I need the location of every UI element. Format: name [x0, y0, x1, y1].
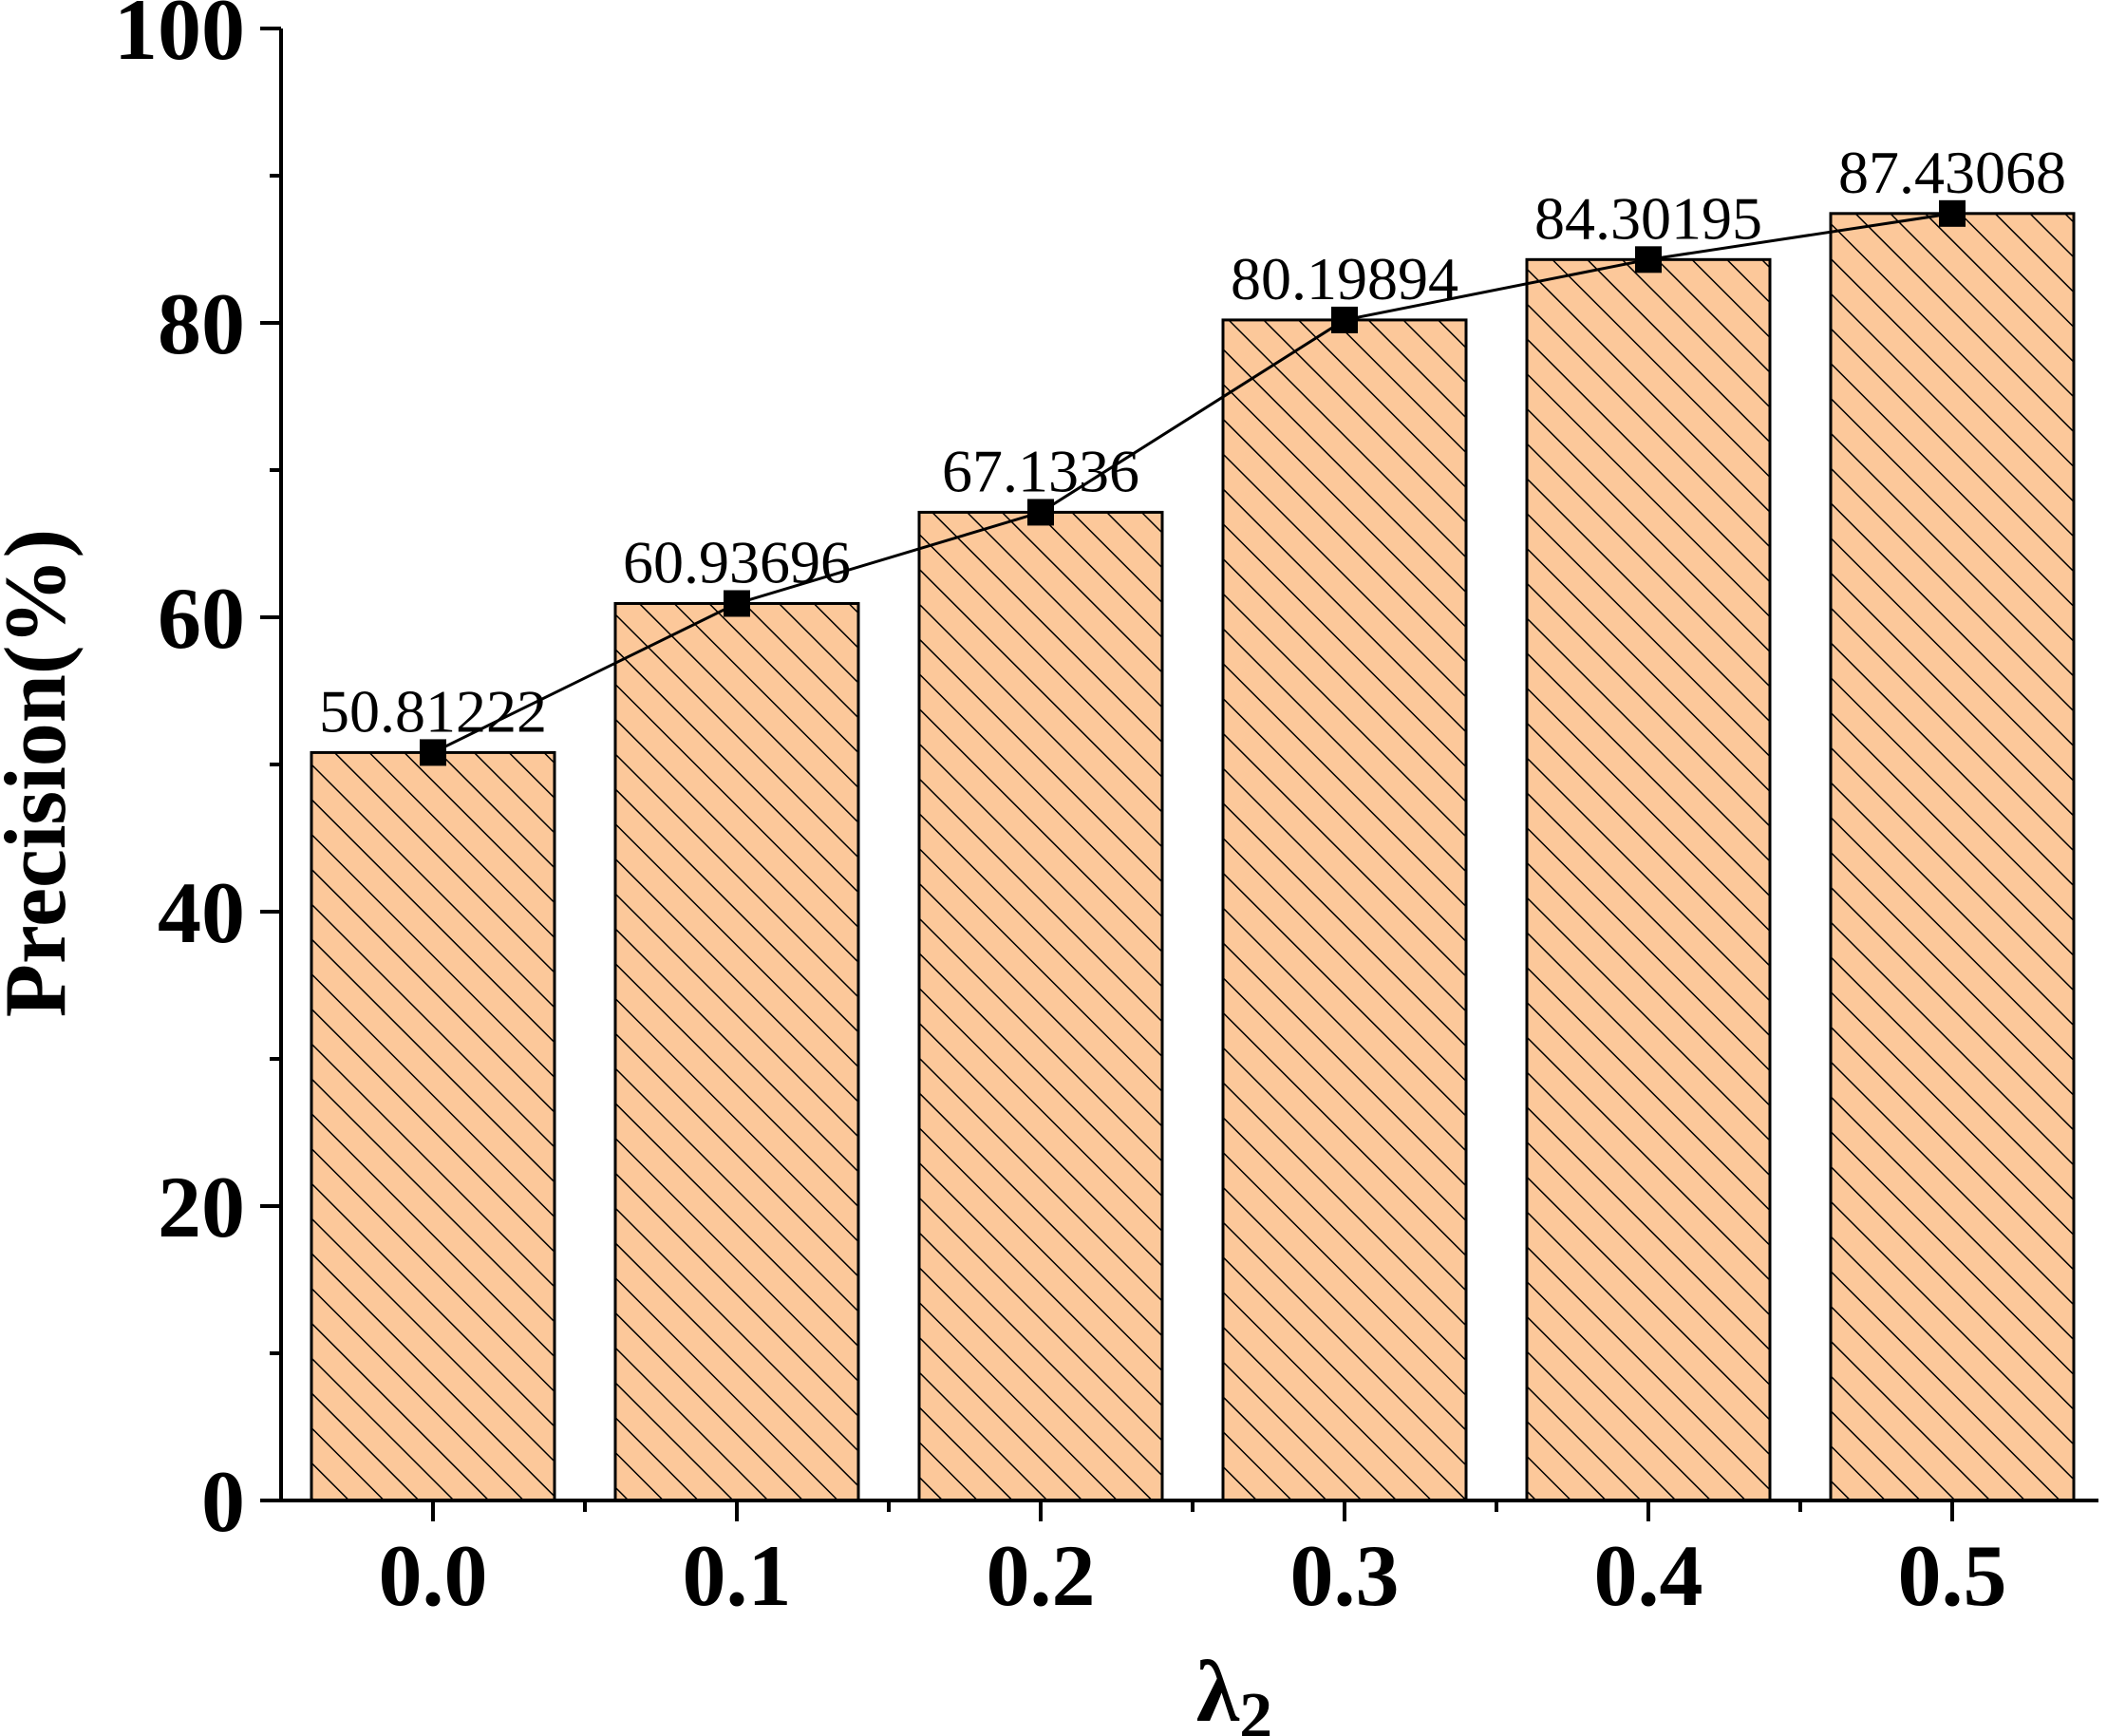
marker-0.3 — [1331, 306, 1358, 333]
bar-hatch — [310, 750, 556, 1502]
bar-0.0 — [310, 750, 556, 1502]
data-label-0.0: 50.81222 — [319, 677, 547, 745]
bar-hatch — [1525, 257, 1772, 1502]
y-tick-label-20: 20 — [158, 1159, 245, 1255]
x-axis-title: λ2 — [1196, 1643, 1272, 1736]
y-axis-title: Precision(%) — [0, 529, 84, 1017]
x-tick-label-0.1: 0.1 — [683, 1527, 792, 1624]
marker-0.2 — [1027, 499, 1054, 526]
marker-0.5 — [1939, 199, 1966, 227]
bar-hatch — [613, 601, 860, 1502]
y-tick-label-60: 60 — [158, 570, 245, 667]
x-tick-label-0.3: 0.3 — [1290, 1527, 1400, 1624]
data-label-0.1: 60.93696 — [623, 528, 851, 595]
x-axis-title-subscript: 2 — [1239, 1680, 1272, 1736]
y-tick-label-40: 40 — [158, 864, 245, 961]
marker-0.1 — [724, 590, 750, 617]
axes: 0 20 40 60 80 100 0.0 0.1 0.2 0.3 0.4 0.5 — [114, 0, 2098, 1624]
y-tick-label-100: 100 — [114, 0, 245, 78]
marker-0.4 — [1635, 246, 1662, 274]
bar-0.3 — [1221, 318, 1468, 1502]
data-label-0.3: 80.19894 — [1231, 245, 1458, 312]
bar-hatch — [917, 510, 1164, 1502]
trend-line — [432, 212, 1953, 754]
bar-hatch — [1829, 212, 2076, 1502]
bars — [310, 212, 2076, 1502]
x-axis-title-main: λ — [1196, 1643, 1240, 1736]
bar-0.2 — [917, 510, 1164, 1502]
x-tick-label-0.0: 0.0 — [379, 1527, 488, 1624]
x-tick-label-0.2: 0.2 — [987, 1527, 1096, 1624]
y-tick-label-0: 0 — [201, 1453, 245, 1550]
marker-0.0 — [420, 739, 446, 766]
bar-0.5 — [1829, 212, 2076, 1502]
x-tick-label-0.5: 0.5 — [1898, 1527, 2007, 1624]
data-label-0.4: 84.30195 — [1534, 184, 1762, 252]
data-label-0.5: 87.43068 — [1838, 139, 2066, 206]
data-labels: 50.81222 60.93696 67.1336 80.19894 84.30195 8… — [319, 139, 2066, 745]
x-tick-label-0.4: 0.4 — [1594, 1527, 1703, 1624]
y-tick-label-80: 80 — [158, 275, 245, 372]
trend-line-series — [420, 199, 1966, 766]
bar-0.4 — [1525, 257, 1772, 1502]
data-label-0.2: 67.1336 — [942, 437, 1139, 504]
bar-0.1 — [613, 601, 860, 1502]
bar-hatch — [1221, 318, 1468, 1502]
